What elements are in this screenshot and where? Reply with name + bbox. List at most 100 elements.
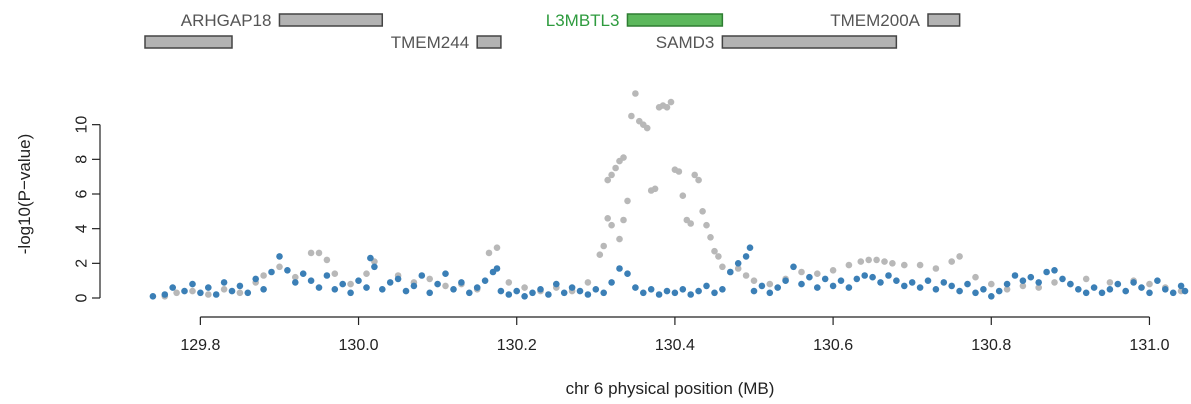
data-point	[220, 286, 228, 293]
data-point	[679, 192, 687, 199]
data-point	[924, 277, 932, 285]
data-point	[995, 287, 1003, 295]
data-point	[1122, 287, 1129, 295]
data-point	[616, 265, 623, 272]
data-point	[521, 293, 528, 300]
data-point	[727, 268, 734, 276]
data-point	[695, 287, 702, 295]
data-point	[363, 270, 370, 278]
data-point	[1051, 279, 1058, 286]
data-point	[355, 277, 362, 285]
data-point	[236, 289, 244, 297]
data-point	[711, 289, 718, 297]
data-point	[1146, 280, 1153, 288]
data-point	[426, 275, 434, 283]
data-point	[276, 263, 283, 271]
data-point	[798, 268, 805, 276]
data-point	[292, 279, 299, 286]
data-point	[529, 289, 536, 297]
x-tick-label: 130.6	[813, 337, 853, 354]
data-point	[651, 185, 659, 193]
data-point	[367, 254, 374, 262]
gene-label: ARHGAP18	[181, 11, 272, 30]
gene-label: SAMD3	[656, 33, 715, 52]
data-point	[814, 284, 821, 291]
gene-bar	[278, 13, 384, 27]
x-tick-label: 130.4	[655, 337, 695, 354]
data-point	[596, 251, 604, 258]
gene-bar	[144, 35, 233, 49]
data-point	[450, 286, 457, 293]
data-point	[493, 244, 501, 251]
data-point	[481, 277, 489, 285]
x-axis: 129.8 130.0 130.2 130.4 130.6 130.8 131.0	[180, 316, 1170, 354]
data-point	[592, 286, 600, 293]
data-point	[576, 287, 584, 295]
data-point	[612, 164, 619, 172]
data-point	[624, 270, 631, 278]
data-point	[1019, 277, 1027, 285]
data-point	[1003, 280, 1011, 288]
data-point	[1051, 267, 1058, 274]
data-point	[964, 280, 971, 288]
data-point	[845, 261, 853, 269]
data-point	[584, 279, 592, 286]
data-point	[307, 249, 315, 257]
data-point	[632, 90, 639, 97]
y-axis: 0 2 4 6 8 10	[74, 116, 101, 302]
data-point	[837, 277, 845, 285]
x-axis-title: chr 6 physical position (MB)	[566, 379, 775, 398]
data-point	[161, 291, 169, 298]
data-point	[687, 220, 694, 227]
points-layer	[149, 90, 1189, 300]
data-point	[521, 284, 528, 291]
data-point	[845, 284, 853, 291]
data-point	[1154, 277, 1161, 285]
data-point	[719, 263, 726, 271]
data-point	[604, 176, 611, 184]
data-point	[347, 289, 354, 297]
data-point	[236, 282, 244, 290]
data-point	[537, 286, 544, 293]
data-point	[371, 263, 378, 271]
data-point	[212, 291, 220, 298]
data-point	[632, 284, 639, 291]
data-point	[853, 275, 861, 283]
data-point	[916, 261, 924, 269]
data-point	[485, 249, 493, 257]
data-point	[545, 291, 552, 298]
data-point	[1059, 275, 1066, 283]
data-point	[766, 289, 774, 297]
y-axis-title: -log10(P−value)	[15, 134, 34, 255]
data-point	[647, 286, 655, 293]
data-point	[1082, 289, 1090, 297]
y-tick-label: 2	[74, 259, 91, 268]
data-point	[956, 253, 963, 260]
data-point	[774, 284, 781, 291]
data-point	[972, 273, 979, 281]
data-point	[857, 258, 865, 265]
data-point	[268, 268, 275, 276]
data-point	[205, 291, 212, 298]
data-point	[932, 286, 940, 293]
data-point	[1162, 286, 1169, 293]
data-point	[1035, 279, 1042, 286]
data-point	[655, 291, 663, 298]
data-point	[1019, 282, 1027, 290]
data-point	[901, 282, 908, 290]
data-point	[252, 275, 259, 283]
data-point	[814, 270, 821, 278]
data-point	[663, 287, 671, 295]
data-point	[703, 282, 710, 290]
x-tick-label: 130.0	[339, 337, 379, 354]
data-point	[889, 260, 896, 267]
data-point	[386, 279, 394, 286]
data-point	[675, 168, 683, 175]
data-point	[972, 289, 979, 297]
data-point	[908, 279, 916, 286]
data-point	[497, 287, 505, 295]
data-point	[1098, 289, 1106, 297]
data-point	[553, 280, 560, 288]
data-point	[620, 154, 627, 161]
